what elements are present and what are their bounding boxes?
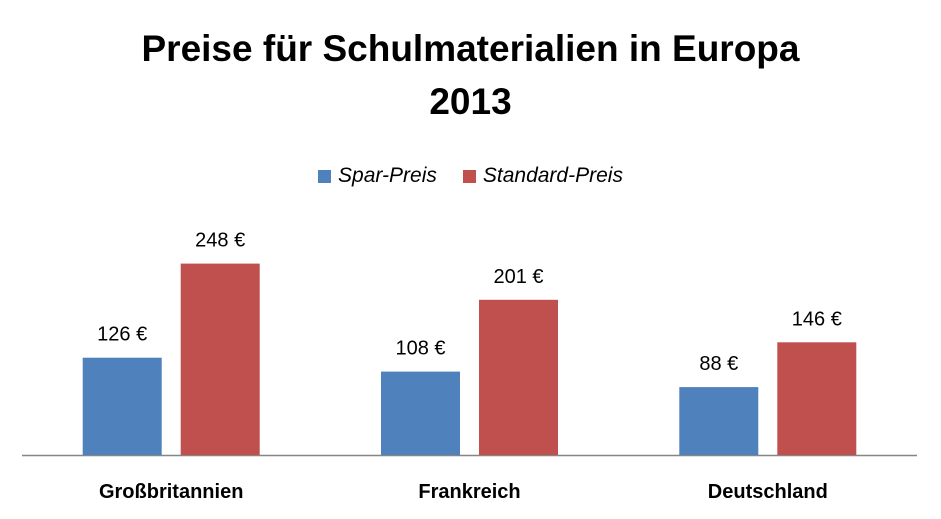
chart-legend: Spar-Preis Standard-Preis <box>0 164 941 188</box>
category-label-frankreich: Frankreich <box>418 481 520 503</box>
data-label-standard-preis-frankreich: 201 € <box>493 266 543 288</box>
chart-title: Preise für Schulmaterialien in Europa 20… <box>0 22 941 128</box>
bar-spar-preis-deutschland <box>679 387 759 455</box>
bar-spar-preis-frankreich <box>381 371 460 455</box>
legend-swatch-standard-preis <box>462 169 476 183</box>
data-label-spar-preis-grossbritannien: 126 € <box>97 324 147 346</box>
legend-label-standard-preis: Standard-Preis <box>482 164 623 187</box>
bar-standard-preis-grossbritannien <box>180 263 260 455</box>
chart-title-line1: Preise für Schulmaterialien in Europa <box>141 28 800 69</box>
bar-standard-preis-frankreich <box>479 299 558 455</box>
bar-spar-preis-grossbritannien <box>82 357 162 455</box>
chart-title-line2: 2013 <box>429 81 512 122</box>
data-label-standard-preis-deutschland: 146 € <box>792 308 842 330</box>
bar-standard-preis-deutschland <box>777 342 857 455</box>
legend-item-spar-preis: Spar-Preis <box>318 164 437 188</box>
legend-item-standard-preis: Standard-Preis <box>462 164 623 188</box>
legend-label-spar-preis: Spar-Preis <box>338 164 437 187</box>
category-label-deutschland: Deutschland <box>708 481 828 503</box>
data-label-standard-preis-grossbritannien: 248 € <box>195 230 245 252</box>
category-label-grossbritannien: Großbritannien <box>99 481 243 503</box>
data-label-spar-preis-deutschland: 88 € <box>699 353 738 375</box>
data-label-spar-preis-frankreich: 108 € <box>395 338 445 360</box>
legend-swatch-spar-preis <box>318 169 332 183</box>
